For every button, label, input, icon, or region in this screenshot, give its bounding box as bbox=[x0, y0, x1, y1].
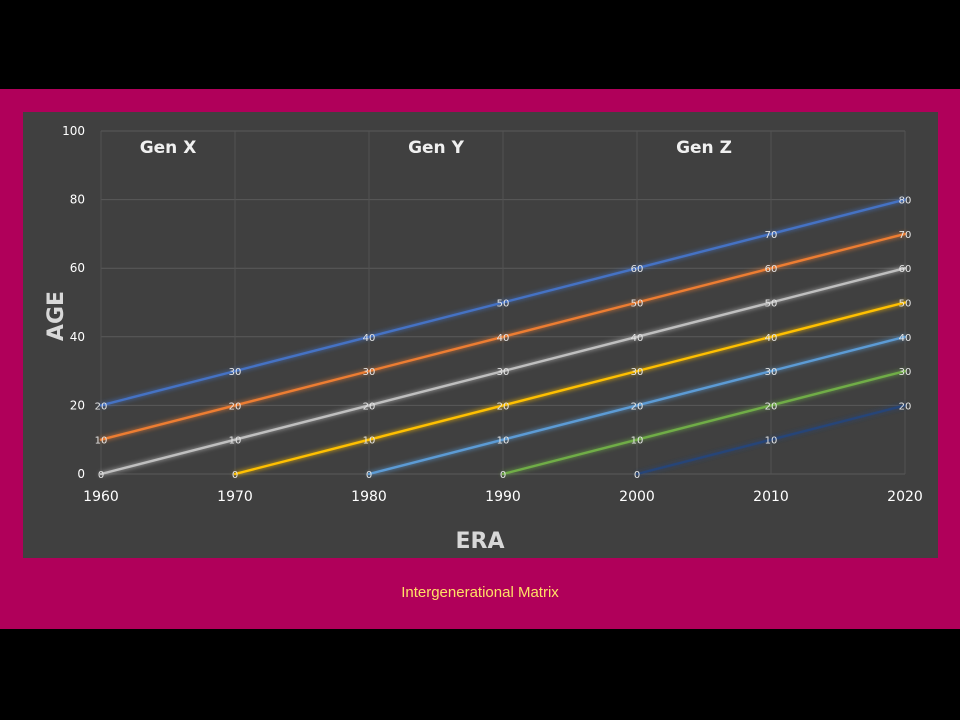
x-tick-label: 2020 bbox=[887, 489, 923, 505]
data-label: 20 bbox=[899, 401, 912, 412]
data-label: 0 bbox=[500, 470, 506, 481]
data-label: 30 bbox=[631, 367, 644, 378]
data-label: 30 bbox=[497, 367, 510, 378]
data-label: 40 bbox=[765, 333, 778, 344]
x-tick-label: 1960 bbox=[83, 489, 119, 505]
series-line bbox=[367, 335, 907, 476]
data-label: 70 bbox=[899, 230, 912, 241]
data-label: 10 bbox=[497, 436, 510, 447]
series-line bbox=[99, 267, 907, 476]
series-lines bbox=[99, 198, 907, 476]
data-label: 30 bbox=[363, 367, 376, 378]
data-label: 50 bbox=[631, 299, 644, 310]
data-labels: 20 30 40 50 60 70 80 10 20 30 40 50 60 70 0 10 20 30 40 50 6… bbox=[95, 196, 912, 481]
chart-panel: Gen X Gen Y Gen Z 20 30 40 50 60 70 80 10 20 30 40 50… bbox=[23, 112, 938, 558]
y-tick-label: 60 bbox=[70, 261, 85, 275]
generation-label: Gen Y bbox=[408, 138, 465, 158]
generation-label: Gen X bbox=[140, 138, 197, 158]
data-label: 10 bbox=[363, 436, 376, 447]
data-label: 20 bbox=[765, 401, 778, 412]
x-axis-title: ERA bbox=[456, 529, 505, 554]
data-label: 70 bbox=[765, 230, 778, 241]
y-tick-label: 80 bbox=[70, 193, 85, 207]
data-label: 20 bbox=[363, 401, 376, 412]
data-label: 40 bbox=[363, 333, 376, 344]
data-label: 0 bbox=[232, 470, 238, 481]
y-tick-label: 40 bbox=[70, 330, 85, 344]
data-label: 20 bbox=[229, 401, 242, 412]
data-label: 30 bbox=[229, 367, 242, 378]
x-tick-label: 1980 bbox=[351, 489, 387, 505]
x-tick-label: 2000 bbox=[619, 489, 655, 505]
data-label: 50 bbox=[899, 299, 912, 310]
data-label: 60 bbox=[899, 264, 912, 275]
data-label: 30 bbox=[765, 367, 778, 378]
data-label: 20 bbox=[95, 401, 108, 412]
generation-label: Gen Z bbox=[676, 138, 732, 158]
data-label: 0 bbox=[98, 470, 104, 481]
series-line bbox=[99, 232, 907, 441]
data-label: 50 bbox=[765, 299, 778, 310]
data-label: 20 bbox=[497, 401, 510, 412]
generation-labels: Gen X Gen Y Gen Z bbox=[140, 138, 732, 158]
data-label: 80 bbox=[899, 196, 912, 207]
data-label: 0 bbox=[366, 470, 372, 481]
data-label: 10 bbox=[631, 436, 644, 447]
data-label: 10 bbox=[229, 436, 242, 447]
y-tick-label: 20 bbox=[70, 398, 85, 412]
series-line bbox=[233, 301, 907, 476]
x-tick-label: 1970 bbox=[217, 489, 253, 505]
data-label: 10 bbox=[765, 436, 778, 447]
data-label: 30 bbox=[899, 367, 912, 378]
data-label: 60 bbox=[765, 264, 778, 275]
data-label: 40 bbox=[497, 333, 510, 344]
data-label: 10 bbox=[95, 436, 108, 447]
y-axis-title: AGE bbox=[44, 291, 69, 341]
data-label: 60 bbox=[631, 264, 644, 275]
y-tick-label: 100 bbox=[62, 124, 85, 138]
line-chart: Gen X Gen Y Gen Z 20 30 40 50 60 70 80 10 20 30 40 50… bbox=[44, 124, 923, 554]
series-line bbox=[501, 369, 907, 476]
x-tick-label: 1990 bbox=[485, 489, 521, 505]
data-label: 0 bbox=[634, 470, 640, 481]
data-label: 50 bbox=[497, 299, 510, 310]
y-tick-label: 0 bbox=[77, 467, 85, 481]
data-label: 20 bbox=[631, 401, 644, 412]
series-line bbox=[99, 198, 907, 407]
data-label: 40 bbox=[631, 333, 644, 344]
slide-caption: Intergenerational Matrix bbox=[401, 584, 559, 601]
x-tick-label: 2010 bbox=[753, 489, 789, 505]
series-line bbox=[635, 404, 907, 476]
data-label: 40 bbox=[899, 333, 912, 344]
